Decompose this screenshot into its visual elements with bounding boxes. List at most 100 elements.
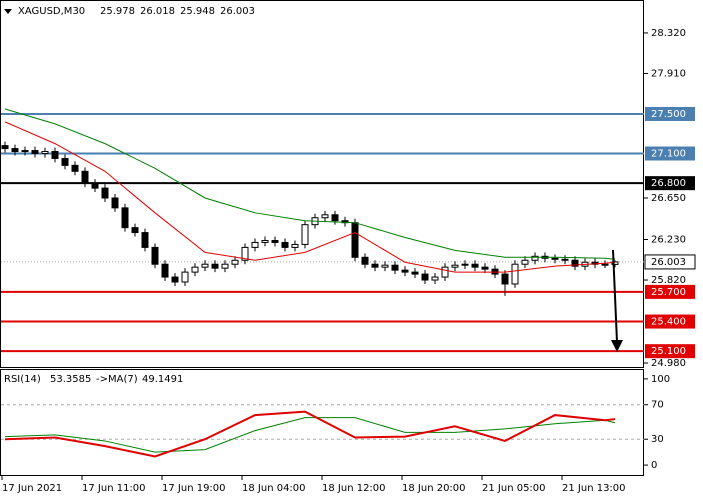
rsi-line xyxy=(4,410,616,458)
level-label-box xyxy=(645,176,695,191)
close-value: 26.003 xyxy=(220,6,255,17)
rsi-ma-line xyxy=(4,417,616,453)
x-tick-label: 21 Jun 05:00 xyxy=(482,483,546,494)
y-tick-label: 26.650 xyxy=(651,193,686,204)
candle-body xyxy=(611,261,619,265)
level-label: 25.100 xyxy=(651,346,686,357)
level-label: 27.100 xyxy=(651,149,686,160)
candle-body xyxy=(201,263,209,268)
rsi-tick-label: 0 xyxy=(651,460,657,471)
rsi-tick-label: 70 xyxy=(651,400,664,411)
level-label-box xyxy=(645,146,695,161)
candle-body xyxy=(161,263,169,278)
current-price-box xyxy=(644,254,696,270)
current-price-label: 26.003 xyxy=(651,257,686,268)
candle-body xyxy=(441,266,449,278)
rsi-panel xyxy=(0,369,644,476)
x-tick-label: 17 Jun 19:00 xyxy=(162,483,226,494)
x-tick-label: 18 Jun 20:00 xyxy=(402,483,466,494)
x-tick-label: 17 Jun 11:00 xyxy=(82,483,146,494)
y-tick-label: 26.230 xyxy=(651,234,686,245)
candle-body xyxy=(181,271,189,283)
candle-body xyxy=(461,263,469,266)
candle-body xyxy=(221,263,229,269)
low-value: 25.948 xyxy=(180,6,215,17)
arrow xyxy=(612,249,618,343)
symbol: XAGUSD,M30 xyxy=(18,6,85,17)
candle-body xyxy=(21,150,29,153)
candle-body xyxy=(571,259,579,267)
moving-average xyxy=(4,108,616,260)
candle-body xyxy=(561,258,569,261)
candle-body xyxy=(551,257,559,260)
candle-body xyxy=(381,264,389,268)
x-tick-label: 21 Jun 13:00 xyxy=(562,483,626,494)
y-tick-label: 28.320 xyxy=(651,28,686,39)
candle-body xyxy=(91,182,99,189)
candle-body xyxy=(1,145,9,150)
candle-body xyxy=(211,263,219,269)
candle-body xyxy=(331,214,339,222)
candle-body xyxy=(351,222,359,258)
candle-body xyxy=(141,232,149,248)
rsi-tick-label: 30 xyxy=(651,434,664,445)
candle-body xyxy=(521,259,529,265)
candle-body xyxy=(271,239,279,243)
rsi-ma-name: ->MA(7) xyxy=(96,374,138,385)
y-tick-label: 24.980 xyxy=(651,358,686,369)
candle-body xyxy=(191,266,199,273)
x-tick-label: 18 Jun 12:00 xyxy=(322,483,386,494)
candle-body xyxy=(111,197,119,209)
rsi-ma-value: 49.1491 xyxy=(142,374,183,385)
candle-body xyxy=(431,276,439,281)
candle-body xyxy=(151,246,159,265)
candle-body xyxy=(421,273,429,281)
candle-body xyxy=(81,170,89,184)
level-label: 25.700 xyxy=(651,287,686,298)
candle-body xyxy=(361,256,369,265)
candle-body xyxy=(291,243,299,248)
candle-body xyxy=(41,151,49,155)
candle-body xyxy=(451,264,459,268)
y-tick-label: 27.910 xyxy=(651,68,686,79)
candle-body xyxy=(231,259,239,265)
level-label-box xyxy=(645,284,695,299)
candle-body xyxy=(391,264,399,271)
level-label-box xyxy=(645,106,695,121)
candle-body xyxy=(61,157,69,166)
candle-body xyxy=(31,150,39,155)
candle-body xyxy=(51,151,59,159)
x-tick-label: 18 Jun 04:00 xyxy=(242,483,306,494)
candle-body xyxy=(321,214,329,219)
candle-body xyxy=(401,269,409,273)
rsi-value: 53.3585 xyxy=(50,374,91,385)
rsi-name: RSI(14) xyxy=(4,374,41,385)
candle-body xyxy=(71,164,79,172)
candle-body xyxy=(131,227,139,234)
open-value: 25.978 xyxy=(100,6,135,17)
candle-body xyxy=(411,271,419,275)
candle-body xyxy=(101,187,109,199)
candle-body xyxy=(121,207,129,229)
high-value: 26.018 xyxy=(140,6,175,17)
level-label-box xyxy=(645,314,695,329)
candle-body xyxy=(11,148,19,153)
candle-body xyxy=(281,241,289,248)
level-label: 26.800 xyxy=(651,178,686,189)
candle-body xyxy=(371,263,379,268)
candle-body xyxy=(531,255,539,261)
candle-body xyxy=(171,276,179,283)
level-label: 27.500 xyxy=(651,109,686,120)
rsi-tick-label: 100 xyxy=(651,374,670,385)
level-label-box xyxy=(645,344,695,359)
candle-body xyxy=(241,246,249,261)
y-tick-label: 25.820 xyxy=(651,275,686,286)
arrow-head xyxy=(611,340,623,352)
moving-average xyxy=(4,121,616,273)
candle-body xyxy=(471,263,479,268)
candle-body xyxy=(481,266,489,270)
collapse-icon xyxy=(4,9,12,14)
candle-body xyxy=(511,263,519,285)
candle-body xyxy=(301,224,309,245)
